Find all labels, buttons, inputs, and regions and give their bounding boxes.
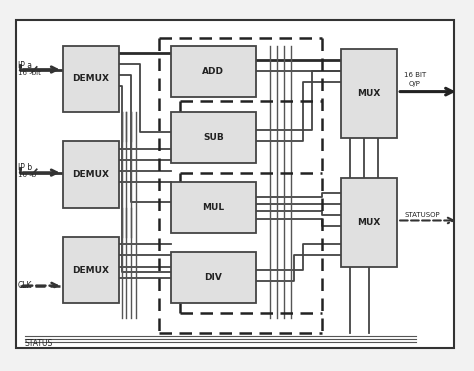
Text: STATUSOP: STATUSOP (404, 212, 440, 218)
Text: DEMUX: DEMUX (73, 170, 109, 179)
Text: MUX: MUX (357, 89, 381, 98)
Bar (171, 46, 256, 97)
Bar (341, 178, 397, 266)
Text: 16 -b: 16 -b (18, 172, 36, 178)
Text: SUB: SUB (203, 133, 224, 142)
Text: MUX: MUX (357, 218, 381, 227)
Bar (341, 49, 397, 138)
Text: O/P: O/P (409, 81, 421, 87)
Bar (63, 237, 119, 303)
Bar (171, 182, 256, 233)
Text: 16 -bit: 16 -bit (18, 70, 41, 76)
Bar (171, 252, 256, 303)
Bar (16, 20, 454, 348)
Text: DEMUX: DEMUX (73, 266, 109, 275)
Bar (63, 141, 119, 208)
Text: ADD: ADD (202, 67, 224, 76)
Text: 16 BIT: 16 BIT (404, 72, 427, 78)
Text: DIV: DIV (204, 273, 222, 282)
Bar (171, 112, 256, 163)
Text: MUL: MUL (202, 203, 225, 212)
Text: DEMUX: DEMUX (73, 74, 109, 83)
Text: STATUS: STATUS (25, 339, 53, 348)
Text: CLK: CLK (18, 281, 32, 290)
Bar (63, 46, 119, 112)
Text: IP a: IP a (18, 61, 32, 70)
Text: IP b: IP b (18, 163, 32, 172)
